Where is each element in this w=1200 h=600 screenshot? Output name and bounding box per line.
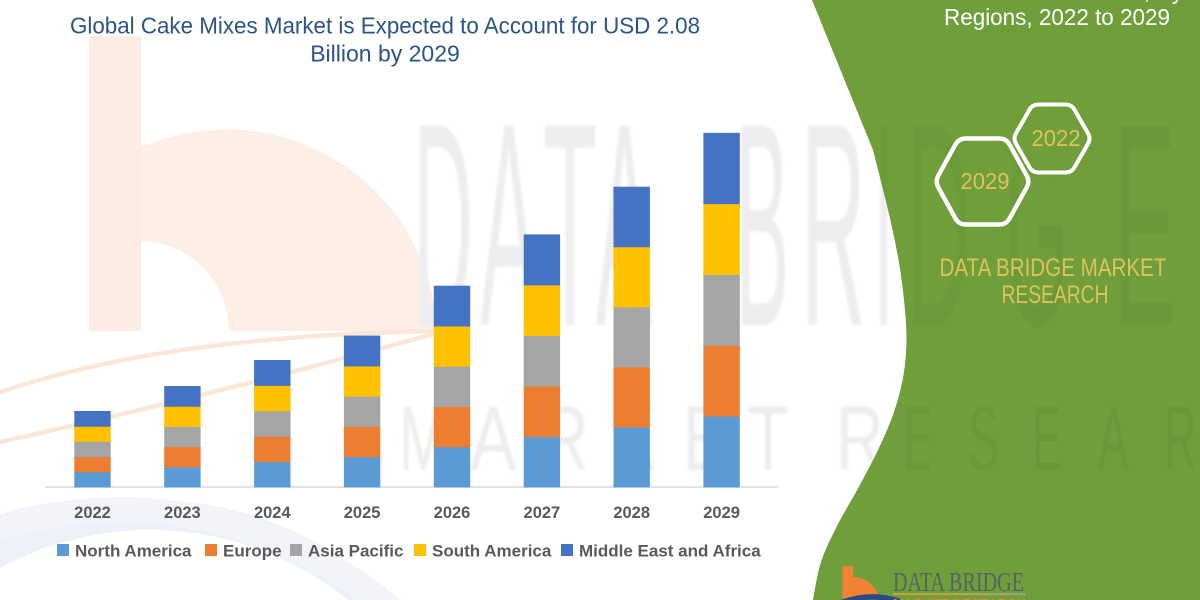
svg-text:North America: North America [75,542,192,561]
svg-text:A: A [1098,388,1129,491]
svg-text:2029: 2029 [961,168,1010,194]
svg-text:Middle East and Africa: Middle East and Africa [579,542,761,561]
svg-text:2027: 2027 [524,504,561,522]
svg-text:A: A [470,388,517,491]
svg-text:S: S [968,388,999,490]
svg-text:Europe: Europe [223,542,282,561]
svg-text:E: E [1113,63,1176,387]
svg-text:2025: 2025 [344,504,381,522]
svg-text:Cake Mixes Market, By: Cake Mixes Market, By [947,0,1184,4]
svg-text:2029: 2029 [703,504,740,522]
svg-text:T: T [747,387,789,490]
svg-text:2026: 2026 [434,504,471,522]
svg-text:2022: 2022 [1032,125,1081,151]
svg-text:R: R [801,64,866,387]
svg-text:DATA BRIDGE: DATA BRIDGE [893,567,1024,597]
svg-text:R: R [1164,387,1196,490]
svg-text:2024: 2024 [254,504,292,522]
svg-text:E: E [903,388,932,490]
svg-text:B: B [735,64,789,388]
svg-text:Asia Pacific: Asia Pacific [308,542,403,561]
svg-text:Global Cake Mixes Market is Ex: Global Cake Mixes Market is Expected to … [70,13,700,39]
svg-text:2023: 2023 [164,504,201,522]
svg-text:South America: South America [432,542,552,561]
svg-text:MARKET RESEARCH: MARKET RESEARCH [893,596,1026,600]
svg-text:E: E [1032,388,1061,490]
svg-text:RESEARCH: RESEARCH [1002,281,1109,309]
svg-text:2022: 2022 [74,504,111,522]
svg-text:2028: 2028 [613,504,650,522]
svg-text:DATA BRIDGE MARKET: DATA BRIDGE MARKET [940,254,1167,282]
svg-text:Billion by 2029: Billion by 2029 [310,41,460,67]
svg-text:Regions, 2022 to 2029: Regions, 2022 to 2029 [944,4,1170,30]
